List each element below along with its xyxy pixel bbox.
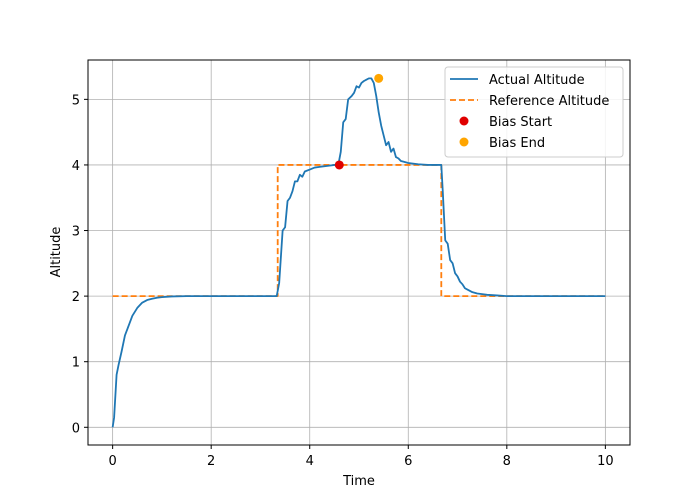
marker-bias-end: [374, 73, 384, 83]
markers-group: [334, 73, 384, 170]
y-tick-label: 3: [72, 225, 80, 240]
x-tick-label: 0: [108, 454, 116, 469]
legend-label-actual-altitude: Actual Altitude: [489, 73, 585, 88]
series-group: [111, 77, 606, 428]
legend-marker-bias-start: [459, 116, 469, 126]
y-tick-label: 4: [72, 159, 80, 174]
y-tick-label: 5: [72, 93, 80, 108]
y-axis-ticks: 0 1 2 3 4 5: [72, 93, 88, 436]
y-tick-label: 1: [72, 356, 80, 371]
y-tick-label: 0: [72, 421, 80, 436]
y-axis-title: Altitude: [49, 227, 64, 278]
x-axis-title: Time: [342, 474, 375, 489]
legend-label-reference-altitude: Reference Altitude: [489, 94, 609, 109]
x-tick-label: 10: [597, 454, 614, 469]
legend-marker-bias-end: [459, 137, 469, 147]
x-tick-label: 8: [503, 454, 511, 469]
x-axis-ticks: 0 2 4 6 8 10: [108, 445, 614, 469]
legend: Actual Altitude Reference Altitude Bias …: [444, 66, 624, 158]
plot-frame: [87, 59, 631, 446]
y-tick-label: 2: [72, 290, 80, 305]
x-tick-label: 6: [404, 454, 412, 469]
series-line-actual-altitude: [111, 77, 606, 428]
x-tick-label: 4: [306, 454, 314, 469]
x-tick-label: 2: [207, 454, 215, 469]
legend-label-bias-end: Bias End: [489, 136, 545, 151]
marker-bias-start: [334, 160, 344, 170]
legend-box: [444, 66, 624, 158]
legend-label-bias-start: Bias Start: [489, 115, 552, 130]
